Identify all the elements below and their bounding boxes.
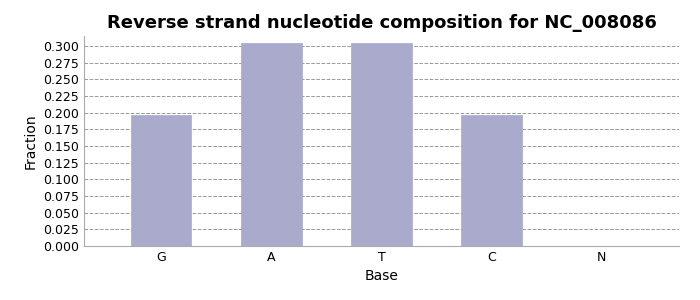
Title: Reverse strand nucleotide composition for NC_008086: Reverse strand nucleotide composition fo… [106, 14, 657, 32]
Y-axis label: Fraction: Fraction [24, 113, 38, 169]
X-axis label: Base: Base [365, 269, 398, 284]
Bar [351, 43, 412, 246]
Bar [241, 43, 302, 246]
Bar [131, 115, 191, 246]
Bar [461, 115, 522, 246]
